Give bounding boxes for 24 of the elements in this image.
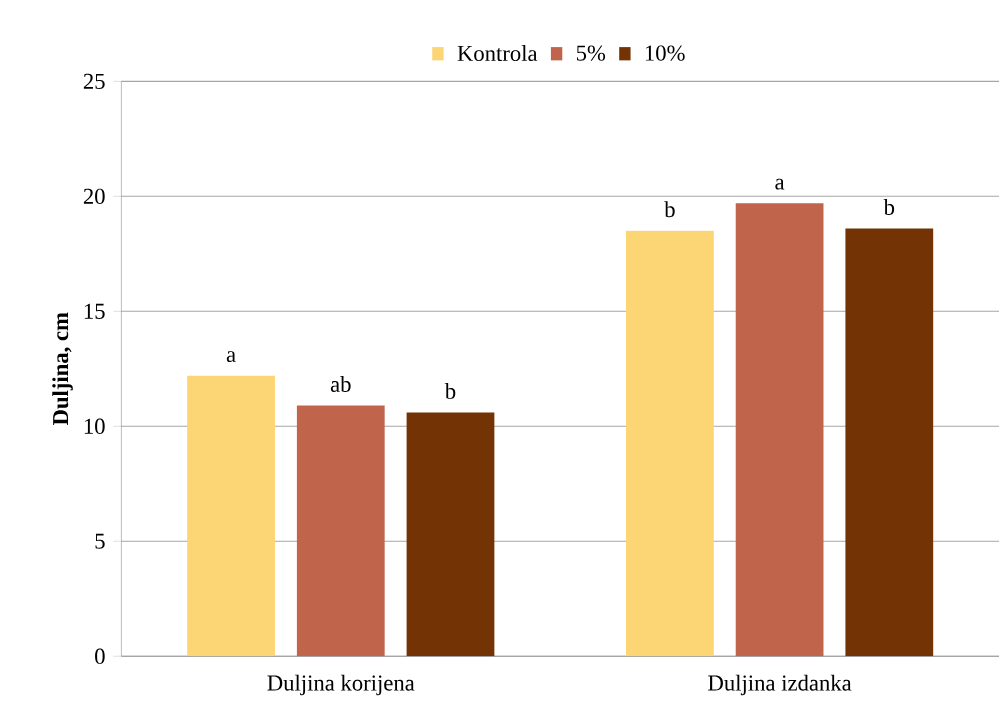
bar: [626, 231, 714, 657]
y-tick-label: 15: [84, 303, 105, 320]
y-tick-label: 0: [95, 648, 105, 665]
annotation: b: [444, 383, 456, 400]
annotation: b: [883, 199, 895, 216]
annotation: ab: [330, 376, 351, 393]
annotation: a: [226, 351, 236, 363]
legend-label: 10%: [645, 45, 685, 62]
y-axis-title: Duljina, cm: [52, 312, 73, 426]
legend-label: 5%: [576, 45, 606, 62]
bar: [187, 375, 275, 657]
y-tick-label: 25: [83, 73, 105, 90]
annotation: a: [775, 178, 785, 190]
bar: [845, 228, 934, 657]
annotation: b: [664, 201, 675, 218]
bar: [296, 405, 385, 657]
y-tick-label: 10: [84, 418, 105, 435]
y-tick-label: 5: [95, 533, 105, 549]
x-tick-label: Duljina korijena: [267, 674, 415, 696]
y-tick-label: 20: [83, 188, 105, 205]
bar: [735, 203, 824, 657]
legend-label: Kontrola: [457, 45, 538, 62]
x-tick-label: Duljina izdanka: [708, 674, 852, 696]
bar: [406, 412, 495, 657]
